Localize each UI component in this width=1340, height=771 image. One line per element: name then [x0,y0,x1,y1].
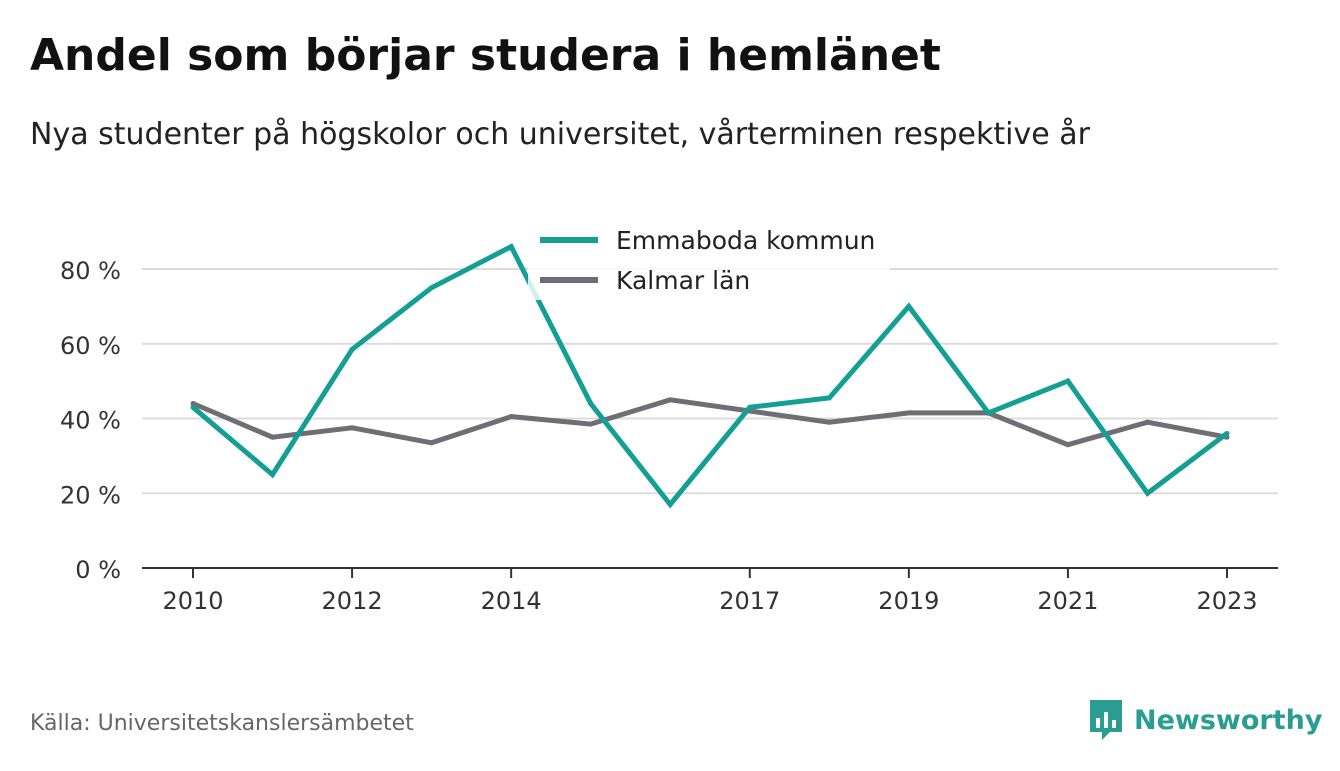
x-tick-label: 2019 [878,587,939,615]
y-tick-label: 80 % [60,257,121,285]
y-tick-label: 0 % [75,556,121,584]
data-point [349,346,355,352]
x-tick-label: 2017 [719,587,780,615]
x-tick-label: 2010 [162,587,223,615]
data-point [588,421,594,427]
data-point [349,425,355,431]
data-point [906,303,912,309]
series-line-0 [191,243,1229,509]
legend-label: Emmaboda kommun [616,226,875,255]
data-point [1065,378,1071,384]
data-point [429,285,435,291]
data-point [190,404,196,410]
chart-title: Andel som börjar studera i hemlänet [30,30,941,81]
source-note: Källa: Universitetskanslersämbetet [30,711,414,736]
data-point [508,414,514,420]
newsworthy-logo-icon [1090,700,1122,740]
x-tick-label: 2012 [322,587,383,615]
series-line-1 [192,397,1228,448]
data-point [270,472,276,478]
data-point [1224,430,1230,436]
y-tick-label: 60 % [60,332,121,360]
brand-logo: Newsworthy [1088,698,1322,742]
x-tick-label: 2014 [481,587,542,615]
y-tick-label: 20 % [60,481,121,509]
data-point [1144,419,1150,425]
data-point [667,501,673,507]
data-point [508,244,514,250]
data-point [747,404,753,410]
data-point [906,410,912,416]
data-point [826,395,832,401]
y-tick-label: 40 % [60,407,121,435]
data-point [667,397,673,403]
data-point [190,401,196,407]
data-point [1144,490,1150,496]
data-point [429,440,435,446]
chart-subtitle: Nya studenter på högskolor och universit… [30,117,1090,152]
legend-background [528,220,890,300]
legend-label: Kalmar län [616,266,750,295]
brand-name: Newsworthy [1134,704,1323,736]
data-point [826,419,832,425]
x-tick-label: 2021 [1037,587,1098,615]
data-point [1065,442,1071,448]
data-point [985,410,991,416]
x-tick-label: 2023 [1196,587,1257,615]
data-point [588,401,594,407]
data-point [270,434,276,440]
